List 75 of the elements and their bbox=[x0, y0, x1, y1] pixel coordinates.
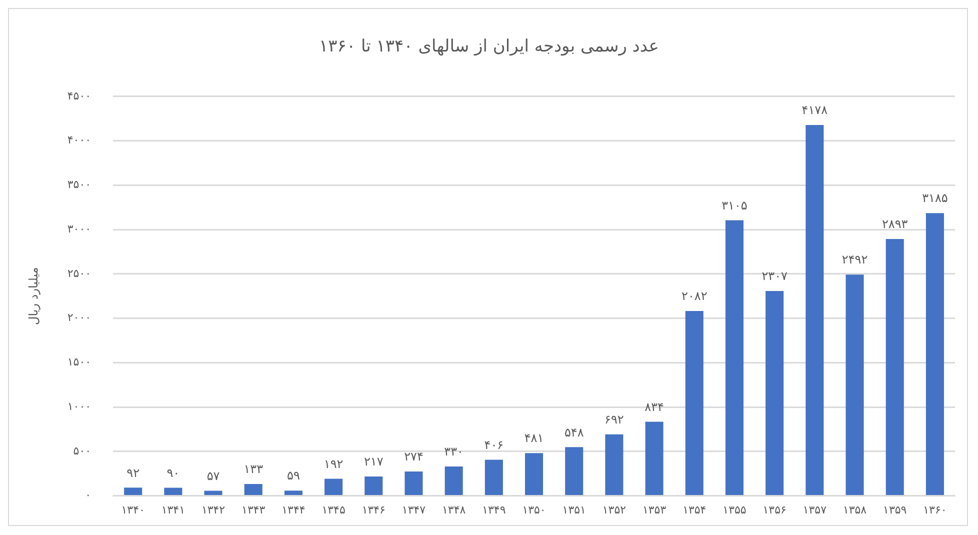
bar bbox=[164, 488, 182, 496]
data-label: ۴۰۶ bbox=[484, 438, 504, 452]
data-label: ۲۰۸۲ bbox=[682, 289, 708, 304]
bar bbox=[444, 466, 463, 496]
x-tick-label: ۱۳۴۹ bbox=[482, 503, 506, 516]
data-label: ۳۱۸۵ bbox=[922, 191, 948, 206]
data-label: ۲۱۷ bbox=[364, 454, 384, 469]
data-label: ۵۷ bbox=[206, 468, 220, 483]
x-tick-label: ۱۳۴۶ bbox=[362, 503, 386, 516]
x-tick-label: ۱۳۵۸ bbox=[842, 503, 867, 516]
data-label: ۴۱۷۸ bbox=[802, 103, 828, 118]
bar bbox=[124, 488, 142, 496]
y-axis-title: میلیارد ریال bbox=[26, 267, 40, 325]
bar bbox=[725, 220, 744, 496]
bar bbox=[524, 453, 544, 496]
data-label: ۲۴۹۲ bbox=[842, 252, 868, 267]
x-tick-label: ۱۳۴۵ bbox=[322, 503, 346, 516]
bar bbox=[284, 490, 302, 496]
data-label: ۹۰ bbox=[166, 466, 180, 480]
data-label: ۸۳۴ bbox=[644, 400, 664, 414]
bar bbox=[926, 213, 944, 496]
x-tick-label: ۱۳۴۳ bbox=[242, 503, 266, 516]
y-tick-label: ۴۵۰۰ bbox=[67, 89, 92, 102]
y-tick-label: ۵۰۰ bbox=[73, 444, 92, 458]
data-label: ۱۳۳ bbox=[244, 462, 264, 476]
y-tick-label: ۱۰۰۰ bbox=[67, 400, 92, 413]
bar bbox=[204, 490, 222, 496]
data-label: ۳۱۰۵ bbox=[722, 198, 748, 212]
data-label: ۴۸۱ bbox=[524, 431, 544, 446]
x-tick-label: ۱۳۵۵ bbox=[722, 503, 746, 516]
data-label: ۶۹۲ bbox=[604, 412, 624, 427]
x-tick-label: ۱۳۵۱ bbox=[562, 503, 586, 516]
bar bbox=[244, 484, 262, 496]
x-tick-label: ۱۳۶۰ bbox=[923, 503, 947, 516]
y-tick-label: ۴۰۰۰ bbox=[67, 134, 92, 147]
data-label: ۵۹ bbox=[287, 468, 300, 483]
bar bbox=[605, 434, 624, 496]
data-label: ۲۸۹۳ bbox=[882, 217, 908, 232]
y-tick-label: ۳۵۰۰ bbox=[67, 178, 92, 192]
data-label: ۳۳۰ bbox=[444, 444, 464, 459]
bar bbox=[806, 124, 824, 496]
data-label: ۹۲ bbox=[126, 466, 140, 480]
x-tick-label: ۱۳۵۷ bbox=[802, 503, 827, 516]
x-tick-label: ۱۳۵۳ bbox=[642, 503, 666, 516]
x-tick-label: ۱۳۴۲ bbox=[201, 503, 226, 516]
x-tick-label: ۱۳۵۴ bbox=[682, 503, 706, 516]
bar bbox=[846, 274, 864, 496]
y-tick-label: ۳۰۰۰ bbox=[67, 222, 92, 236]
x-tick-label: ۱۳۴۷ bbox=[402, 503, 426, 516]
x-tick-label: ۱۳۴۱ bbox=[161, 503, 185, 516]
x-tick-label: ۱۳۴۰ bbox=[121, 503, 145, 516]
bar bbox=[484, 460, 503, 496]
bar bbox=[404, 471, 423, 496]
x-tick-label: ۱۳۴۸ bbox=[442, 503, 466, 516]
bar bbox=[645, 422, 664, 496]
x-tick-label: ۱۳۵۶ bbox=[762, 503, 786, 516]
x-tick-label: ۱۳۵۲ bbox=[602, 503, 626, 516]
bar bbox=[324, 478, 343, 496]
data-label: ۲۷۴ bbox=[404, 450, 424, 464]
bar bbox=[685, 311, 704, 496]
bar bbox=[565, 447, 584, 496]
chart-title: عدد رسمی بودجه ایران از سالهای ۱۳۴۰ تا ۱۳۶۰ bbox=[319, 36, 659, 57]
bar bbox=[766, 291, 784, 496]
data-label: ۲۳۰۷ bbox=[762, 269, 788, 284]
x-tick-label: ۱۳۵۰ bbox=[522, 503, 546, 516]
bar bbox=[886, 239, 904, 496]
y-tick-label: ۱۵۰۰ bbox=[67, 356, 92, 369]
data-label: ۵۴۸ bbox=[564, 425, 584, 440]
y-tick-label: ۲۵۰۰ bbox=[67, 266, 92, 280]
bar bbox=[364, 476, 383, 496]
y-tick-label: ۰ bbox=[85, 488, 92, 502]
x-tick-label: ۱۳۴۴ bbox=[282, 503, 306, 516]
x-tick-label: ۱۳۵۹ bbox=[883, 503, 907, 516]
data-label: ۱۹۲ bbox=[324, 456, 344, 471]
y-tick-label: ۲۰۰۰ bbox=[67, 311, 92, 324]
